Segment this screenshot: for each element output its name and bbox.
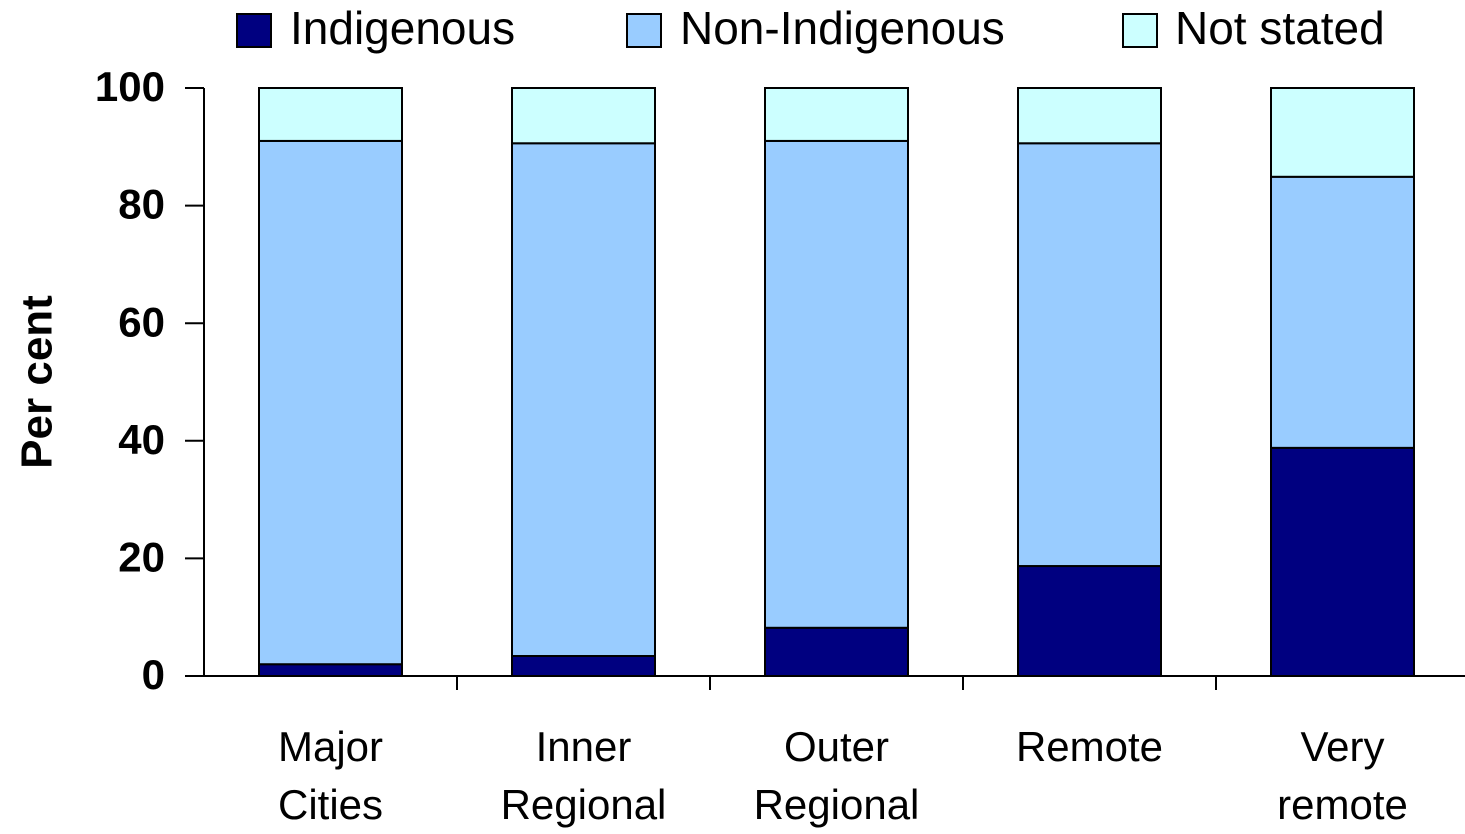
legend-label: Indigenous (290, 2, 515, 54)
bar-segment (1017, 565, 1162, 678)
bar-segment (511, 87, 656, 145)
bar-segment (511, 142, 656, 658)
x-tick-label: Regional (501, 781, 667, 828)
bar-segment (764, 626, 909, 677)
bar-segment (764, 87, 909, 142)
bar-segment (1017, 87, 1162, 145)
y-tick-label: 80 (118, 181, 165, 228)
bar-segment (1017, 142, 1162, 568)
y-tick-label: 60 (118, 298, 165, 345)
legend-label: Not stated (1175, 2, 1385, 54)
legend-swatch (626, 13, 662, 48)
x-tick-label: Remote (1016, 723, 1163, 770)
bar-segment (511, 655, 656, 677)
x-tick-label: Major (278, 723, 383, 770)
x-tick-label: Outer (784, 723, 889, 770)
x-tick-label: Cities (278, 781, 383, 828)
legend-swatch (236, 13, 272, 48)
legend-swatch (1122, 13, 1158, 48)
bar-segment (764, 139, 909, 629)
bar-segment (1270, 87, 1415, 178)
y-axis-title: Per cent (13, 295, 62, 469)
bar-segment (258, 87, 403, 142)
bar-segment (1270, 175, 1415, 449)
x-tick-label: remote (1277, 781, 1408, 828)
x-tick-label: Very (1300, 723, 1384, 770)
y-tick-label: 40 (118, 416, 165, 463)
legend-label: Non-Indigenous (680, 2, 1005, 54)
y-tick-label: 0 (142, 651, 165, 698)
bar-segment (1270, 446, 1415, 677)
x-tick-label: Regional (754, 781, 920, 828)
y-tick-label: 100 (95, 63, 165, 110)
bar-segment (258, 663, 403, 677)
y-tick-label: 20 (118, 533, 165, 580)
x-tick-label: Inner (536, 723, 632, 770)
bar-segment (258, 139, 403, 666)
